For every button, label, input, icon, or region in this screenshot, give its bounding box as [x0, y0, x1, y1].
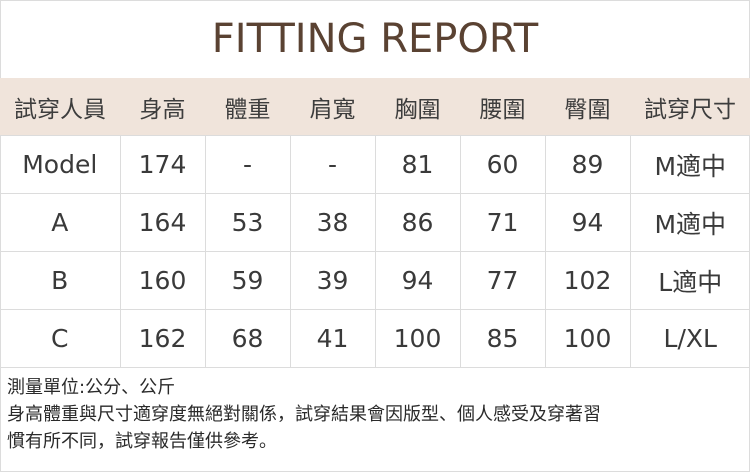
notes: 測量單位:公分、公斤 身高體重與尺寸適穿度無絕對關係，試穿結果會因版型、個人感受…	[7, 374, 747, 455]
table-cell: 100	[544, 309, 631, 368]
table-cell: 102	[544, 251, 631, 310]
table-cell: -	[289, 135, 376, 194]
table-row: Model 174- -81 60 89 M適中	[0, 135, 750, 194]
header-row: 試穿人員 身高 體重 肩寬 胸圍 腰圍 臀圍 試穿尺寸	[0, 78, 750, 136]
table-cell: 41	[289, 309, 376, 368]
header-cell: 體重	[205, 78, 290, 136]
table-cell: 85	[459, 309, 546, 368]
table-cell: M適中	[629, 193, 750, 252]
table-cell: 89	[544, 135, 631, 194]
header-cell: 臀圍	[545, 78, 630, 136]
table-cell: Model	[0, 135, 121, 194]
disclaimer-line: 身高體重與尺寸適穿度無絕對關係，試穿結果會因版型、個人感受及穿著習	[7, 404, 601, 425]
disclaimer-line: 慣有所不同，試穿報告僅供參考。	[7, 431, 277, 452]
table-cell: 77	[459, 251, 546, 310]
table-cell: 94	[374, 251, 461, 310]
table-cell: L/XL	[629, 309, 750, 368]
table-cell: -	[204, 135, 291, 194]
header-cell: 身高	[120, 78, 205, 136]
table-cell: L適中	[629, 251, 750, 310]
table-cell: 60	[459, 135, 546, 194]
table-cell: 160	[119, 251, 206, 310]
table-cell: 86	[374, 193, 461, 252]
table-cell: 162	[119, 309, 206, 368]
table-cell: 100	[374, 309, 461, 368]
fitting-table: 試穿人員 身高 體重 肩寬 胸圍 腰圍 臀圍 試穿尺寸 Model 174- -81…	[0, 78, 750, 368]
table-cell: 81	[374, 135, 461, 194]
header-cell: 試穿人員	[0, 78, 120, 136]
page-title: FITTING REPORT	[211, 16, 539, 62]
header-cell: 試穿尺寸	[630, 78, 750, 136]
table-row: B 160 59 39 94 77 102 L適中	[0, 251, 750, 310]
table-cell: 39	[289, 251, 376, 310]
table-cell: B	[0, 251, 121, 310]
table-cell: A	[0, 193, 121, 252]
table-cell: 68	[204, 309, 291, 368]
table-cell: C	[0, 309, 121, 368]
table-row: A 164 53 38 86 71 94 M適中	[0, 193, 750, 252]
table-cell: 59	[204, 251, 291, 310]
table-cell: M適中	[629, 135, 750, 194]
table-cell: 38	[289, 193, 376, 252]
table-cell: 53	[204, 193, 291, 252]
table-cell: 71	[459, 193, 546, 252]
table-cell: 174	[119, 135, 206, 194]
table-cell: 94	[544, 193, 631, 252]
header-cell: 胸圍	[375, 78, 460, 136]
unit-note: 測量單位:公分、公斤	[7, 377, 176, 398]
header-cell: 肩寬	[290, 78, 375, 136]
table-row: C 162 68 41 100 85 100 L/XL	[0, 309, 750, 368]
header-cell: 腰圍	[460, 78, 545, 136]
table-cell: 164	[119, 193, 206, 252]
